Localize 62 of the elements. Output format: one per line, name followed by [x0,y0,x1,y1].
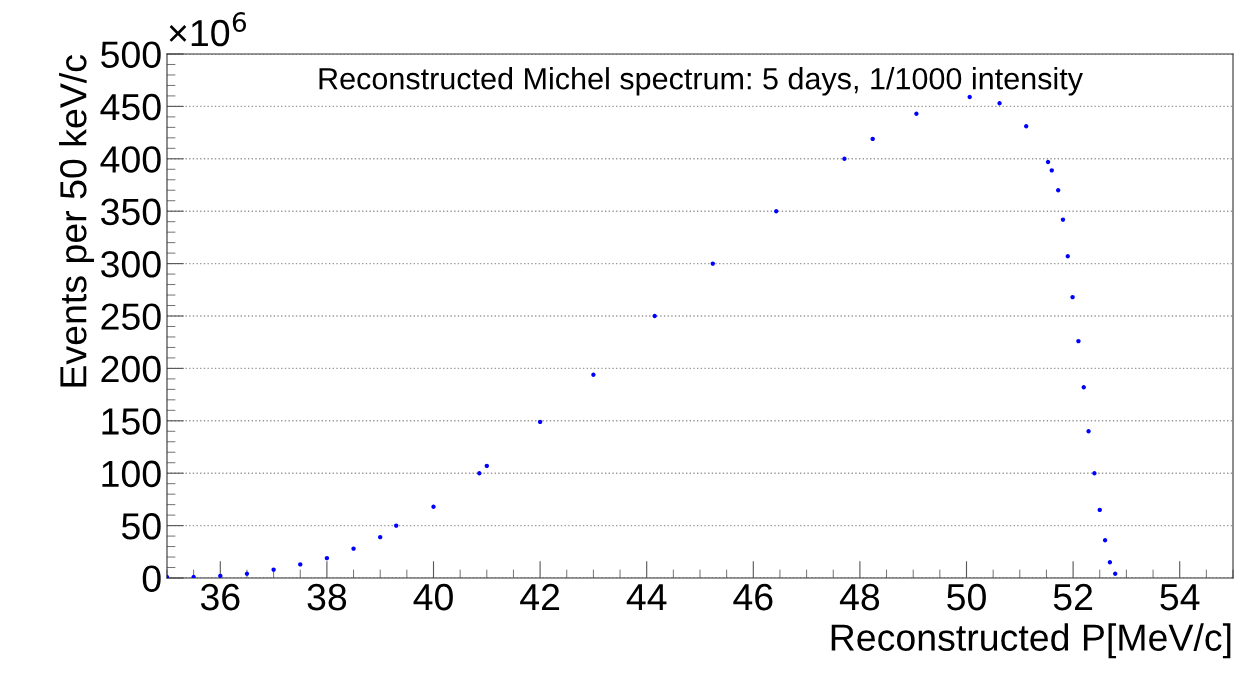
x-axis-title: Reconstructed P[MeV/c] [831,623,1231,659]
point [1024,124,1029,129]
point [1086,429,1091,434]
point [218,573,223,578]
point [914,111,919,116]
point [393,523,399,528]
point [431,504,436,509]
point [1097,507,1102,513]
point [351,546,356,551]
point [537,419,543,425]
y-tick-label: 0 [142,565,161,592]
x-tick-label: 40 [413,583,453,611]
point [167,574,170,578]
y-tick-label: 150 [102,408,161,435]
y-axis-title: Events per 50 keV/c [59,54,95,387]
point [1070,294,1075,300]
x-tick-label: 48 [839,583,880,611]
y-tick-label: 300 [101,251,161,278]
y-tick-label: 100 [102,460,161,488]
point [1092,471,1097,476]
x-tick-label: 50 [947,583,986,611]
x-tick-label: 52 [1053,583,1093,611]
point [774,209,779,214]
point [710,261,715,266]
point [191,574,196,578]
y-tick-label: 450 [100,93,161,121]
text: ×10$^{6}$ [169,12,247,47]
y-tick-label: 350 [101,198,161,226]
y-tick-label: 400 [100,146,161,173]
point [1081,385,1086,390]
point [870,136,875,142]
point [652,313,657,319]
point [271,567,276,572]
x-tick-label: 54 [1160,584,1200,611]
chart-title: Reconstructed Michel spectrum: 5 days, 1/1000 intensity [319,67,1083,96]
point [298,562,303,567]
point [1107,560,1113,565]
x-tick-label: 44 [626,584,667,611]
point [378,534,383,540]
x-tick-label: 46 [733,583,773,611]
x-tick-label: 42 [520,583,560,611]
point [997,101,1002,106]
point [967,94,972,100]
point [1045,159,1051,165]
point [484,463,489,469]
y-tick-label: 250 [101,303,161,330]
y-tick-label: 500 [101,41,161,68]
point [1102,538,1108,543]
point [324,555,330,561]
x-tick-label: 36 [200,583,240,611]
point [477,471,482,476]
x-tick-label: 38 [307,583,347,611]
point [1076,338,1081,344]
point [591,372,596,377]
point [1055,188,1061,193]
point [1049,168,1054,173]
point [1060,217,1066,222]
point [1065,254,1070,259]
y-tick-label: 200 [101,355,161,383]
point [842,156,847,161]
point [1113,571,1118,576]
y-tick-label: 50 [121,513,161,540]
